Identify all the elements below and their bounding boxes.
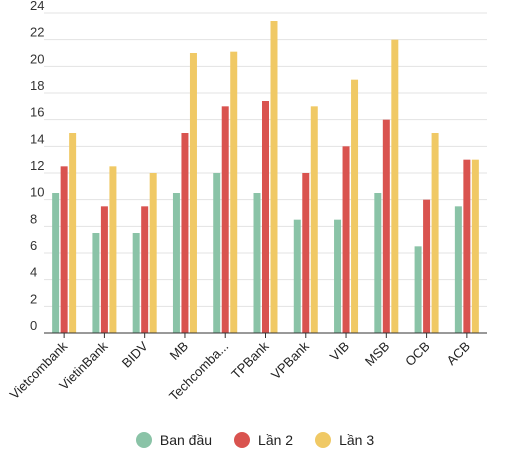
bar [172, 193, 180, 333]
bar [423, 199, 431, 333]
x-tick-label: ACB [443, 339, 473, 369]
y-tick-label: 18 [30, 78, 44, 93]
y-tick-label: 0 [30, 318, 37, 333]
bar [310, 106, 318, 333]
bar [213, 173, 221, 333]
bar [342, 146, 350, 333]
bar [302, 173, 310, 333]
bars [52, 21, 479, 334]
y-tick-label: 4 [30, 265, 37, 280]
bar [334, 219, 342, 333]
y-tick-label: 10 [30, 185, 44, 200]
x-tick-label: TPBank [228, 338, 272, 382]
bar [391, 39, 399, 334]
legend-swatch [234, 432, 251, 448]
bar [92, 233, 100, 333]
y-tick-label: 12 [30, 158, 44, 173]
y-tick-label: 2 [30, 291, 37, 306]
bar [262, 101, 269, 333]
bar [132, 233, 140, 333]
bar [293, 219, 301, 333]
legend-label: Lần 3 [339, 432, 375, 448]
legend-swatch [315, 432, 332, 448]
bar [189, 53, 197, 333]
bar [230, 51, 238, 334]
x-tick-label: Vietcombank [7, 338, 71, 402]
y-tick-label: 20 [30, 51, 44, 66]
x-tick-label: MB [167, 339, 191, 363]
bar [414, 246, 422, 333]
bar [463, 159, 471, 333]
bar [382, 119, 390, 334]
y-tick-label: 16 [30, 105, 44, 120]
bar [52, 193, 60, 333]
legend: Ban đầu Lần 2 Lần 3 [0, 430, 510, 450]
legend-item[interactable]: Lần 3 [315, 432, 374, 448]
legend-item[interactable]: Ban đầu [135, 432, 213, 448]
bar [69, 133, 77, 333]
y-tick-label: 6 [30, 238, 37, 253]
bar [100, 206, 108, 333]
x-tick-label: VPBank [268, 338, 312, 382]
bar [431, 133, 439, 333]
bar [454, 206, 462, 333]
y-tick-label: 14 [30, 131, 44, 146]
bar [471, 159, 479, 333]
legend-label: Lần 2 [258, 432, 294, 448]
legend-label: Ban đầu [159, 432, 213, 448]
x-tick-label: OCB [402, 339, 433, 370]
bar [221, 106, 229, 333]
y-tick-label: 24 [30, 0, 44, 13]
bar [253, 193, 261, 333]
x-tick-label: VIB [327, 339, 352, 364]
x-tick-label: MSB [362, 339, 393, 370]
bar [181, 133, 189, 333]
legend-swatch [135, 432, 152, 448]
y-tick-label: 22 [30, 25, 44, 40]
y-tick-label: 8 [30, 211, 37, 226]
bar [374, 193, 382, 333]
bar [109, 166, 117, 333]
legend-item[interactable]: Lần 2 [234, 432, 293, 448]
x-tick-label: BIDV [119, 338, 151, 370]
bar [270, 21, 278, 333]
bar [60, 166, 68, 333]
bar [351, 79, 359, 334]
bar [149, 173, 157, 333]
bar [141, 206, 149, 333]
